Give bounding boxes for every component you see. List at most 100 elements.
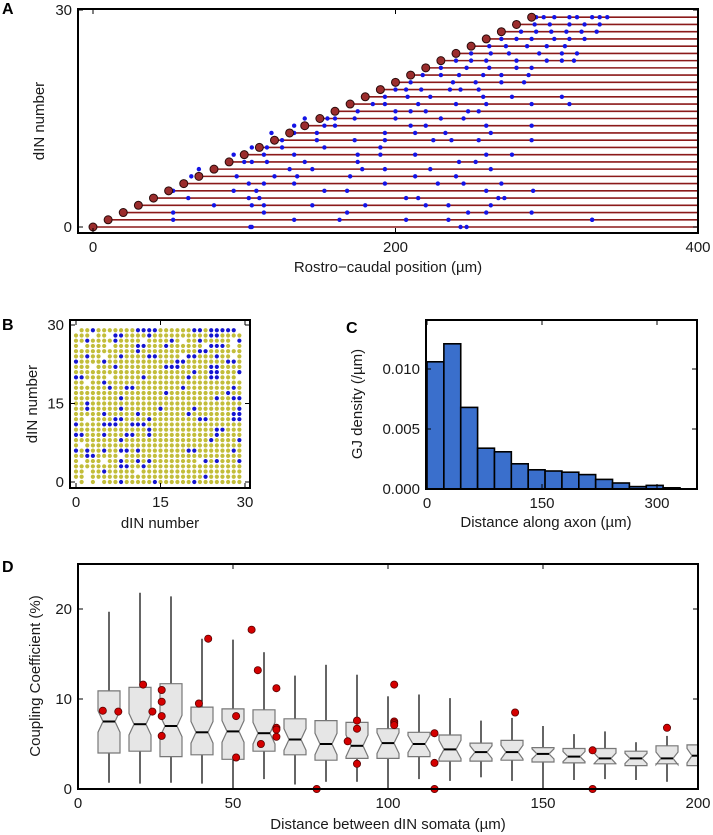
- synapse-dot: [536, 51, 542, 56]
- gj-dot-blue: [141, 464, 146, 469]
- synapse-dot: [449, 138, 454, 143]
- gj-dot-yellow: [214, 443, 219, 448]
- gj-dot-yellow: [209, 385, 214, 390]
- gj-dot-yellow: [237, 432, 242, 437]
- panel-d-boxes: [97, 592, 699, 789]
- synapse-dot: [533, 29, 539, 34]
- gj-dot-yellow: [147, 396, 152, 401]
- soma-dot: [164, 186, 174, 196]
- synapse-dot: [552, 15, 557, 20]
- gj-dot-yellow: [164, 333, 169, 338]
- box-notched: [500, 739, 524, 761]
- gj-dot-yellow: [186, 396, 191, 401]
- synapse-dot: [170, 217, 176, 222]
- gj-dot-blue: [130, 422, 135, 427]
- gj-dot-yellow: [152, 438, 157, 443]
- synapse-dot: [582, 36, 587, 42]
- gj-dot-yellow: [90, 427, 95, 432]
- gj-dot-yellow: [135, 479, 141, 485]
- gj-dot-yellow: [180, 401, 186, 406]
- gj-dot-yellow: [237, 354, 242, 359]
- synapse-dot: [559, 51, 565, 56]
- gj-dot-blue: [192, 448, 197, 453]
- panel-d-outliers: [98, 625, 672, 794]
- synapse-dot: [488, 51, 493, 56]
- gj-dot-yellow: [220, 458, 225, 464]
- panel-b-xlabel: dIN number: [121, 515, 199, 532]
- gj-dot-yellow: [141, 354, 146, 359]
- gj-dot-yellow: [102, 406, 107, 411]
- gj-dot-yellow: [124, 354, 129, 359]
- gj-dot-blue: [209, 375, 214, 380]
- gj-dot-yellow: [73, 464, 79, 469]
- gj-dot-yellow: [118, 385, 124, 390]
- gj-dot-blue: [203, 458, 208, 464]
- gj-dot-yellow: [135, 375, 141, 380]
- gj-dot-yellow: [158, 338, 163, 343]
- gj-dot-yellow: [237, 464, 242, 469]
- histogram-bar: [544, 470, 563, 490]
- gj-dot-yellow: [226, 380, 231, 385]
- gj-dot-yellow: [214, 385, 219, 390]
- gj-dot-yellow: [90, 354, 95, 359]
- gj-dot-yellow: [209, 338, 214, 343]
- gj-dot-yellow: [118, 343, 124, 349]
- synapse-dot: [567, 15, 572, 20]
- gj-dot-yellow: [231, 453, 236, 458]
- gj-dot-yellow: [164, 338, 169, 343]
- gj-dot-yellow: [203, 438, 208, 443]
- gj-dot-yellow: [130, 333, 135, 338]
- gj-dot-yellow: [73, 349, 79, 354]
- gj-dot-yellow: [180, 328, 186, 333]
- gj-dot-yellow: [79, 469, 84, 474]
- gj-dot-yellow: [169, 385, 174, 390]
- gj-dot-yellow: [118, 328, 124, 333]
- gj-dot-yellow: [220, 422, 225, 427]
- synapse-dot: [458, 224, 463, 230]
- gj-dot-yellow: [158, 333, 163, 338]
- gj-dot-yellow: [209, 359, 214, 364]
- panel-a-letter: A: [2, 1, 14, 18]
- gj-dot-yellow: [79, 417, 84, 422]
- gj-dot-yellow: [203, 427, 208, 432]
- x-tick-label: 100: [375, 795, 400, 812]
- gj-dot-yellow: [175, 370, 180, 375]
- box-notched: [655, 745, 679, 767]
- gj-dot-yellow: [175, 464, 180, 469]
- gj-dot-yellow: [135, 474, 141, 479]
- gj-dot-yellow: [186, 364, 191, 369]
- synapse-dot: [423, 203, 428, 208]
- gj-dot-yellow: [102, 375, 107, 380]
- gj-dot-yellow: [186, 333, 191, 338]
- synapse-dot: [499, 36, 504, 42]
- synapse-dot: [403, 195, 409, 201]
- gj-dot-yellow: [147, 474, 152, 479]
- panel-a-somata: [88, 12, 537, 232]
- gj-dot-yellow: [96, 354, 101, 359]
- gj-dot-yellow: [107, 349, 112, 354]
- box-plot: [283, 675, 307, 785]
- gj-dot-yellow: [220, 411, 225, 417]
- soma-dot: [224, 157, 234, 167]
- gj-dot-yellow: [113, 406, 118, 411]
- gj-dot-blue: [226, 359, 231, 364]
- gj-dot-yellow: [231, 443, 236, 448]
- gj-dot-yellow: [186, 422, 191, 427]
- gj-dot-blue: [118, 396, 124, 401]
- synapse-dot: [322, 123, 327, 128]
- histogram-bar: [561, 471, 580, 490]
- gj-dot-yellow: [197, 375, 203, 380]
- synapse-dot: [509, 94, 515, 100]
- box-plot: [438, 698, 462, 781]
- gj-dot-yellow: [169, 390, 174, 396]
- synapse-dot: [249, 203, 255, 208]
- gj-dot-yellow: [197, 438, 203, 443]
- gj-dot-blue: [79, 375, 84, 380]
- gj-dot-yellow: [147, 438, 152, 443]
- gj-dot-yellow: [164, 385, 169, 390]
- gj-dot-yellow: [96, 359, 101, 364]
- gj-dot-yellow: [90, 469, 95, 474]
- gj-dot-blue: [186, 375, 191, 380]
- gj-dot-yellow: [124, 411, 129, 417]
- gj-dot-yellow: [192, 464, 197, 469]
